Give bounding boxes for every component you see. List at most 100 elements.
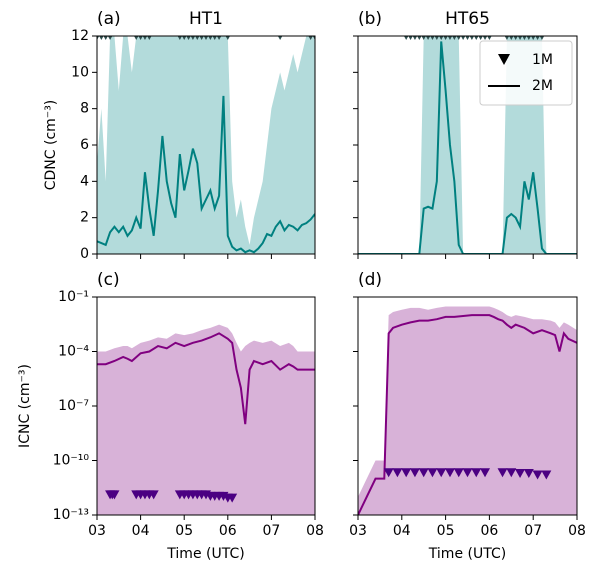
marker-1m — [506, 468, 517, 478]
x-tick-label: 04 — [393, 523, 411, 539]
y-tick-label: 10⁻⁷ — [58, 398, 89, 414]
legend-box — [479, 40, 573, 106]
y-tick-label: 10⁻⁴ — [58, 344, 89, 360]
plot-area — [97, 36, 315, 254]
panel-label: (d) — [358, 270, 382, 290]
marker-1m — [434, 36, 440, 40]
y-axis-label: CDNC (cm⁻³) — [43, 100, 59, 191]
y-tick-label: 10⁻¹⁰ — [53, 453, 90, 469]
marker-1m — [487, 36, 492, 40]
panel-label: (c) — [97, 270, 120, 290]
marker-1m — [225, 36, 231, 40]
marker-1m — [532, 470, 543, 480]
y-axis-label: ICNC (cm⁻³) — [17, 364, 33, 448]
marker-1m — [456, 36, 461, 40]
range-band — [97, 36, 315, 254]
marker-1m — [541, 470, 552, 480]
y-tick-label: 12 — [71, 28, 89, 44]
y-tick-label: 10 — [71, 64, 89, 80]
marker-1m — [412, 36, 418, 40]
marker-1m — [392, 468, 403, 478]
x-tick-label: 06 — [480, 523, 498, 539]
marker-1m — [427, 468, 438, 478]
marker-1m — [515, 469, 526, 479]
x-tick-label: 06 — [219, 523, 237, 539]
marker-1m — [480, 468, 491, 478]
marker-1m — [526, 36, 532, 40]
range-band — [358, 306, 577, 515]
marker-1m — [530, 36, 536, 40]
x-tick-label: 03 — [88, 523, 106, 539]
marker-1m — [142, 36, 148, 40]
marker-1m — [97, 36, 100, 40]
marker-1m — [452, 36, 457, 40]
marker-1m — [535, 36, 540, 40]
panel-label: (a) — [97, 9, 121, 29]
line-2m — [358, 314, 577, 515]
x-tick-label: 07 — [524, 523, 542, 539]
marker-1m — [103, 36, 108, 40]
marker-1m — [482, 36, 488, 40]
marker-1m — [471, 468, 482, 478]
marker-1m — [430, 36, 435, 40]
marker-1m — [469, 36, 475, 40]
marker-1m — [409, 468, 420, 478]
marker-1m — [177, 36, 183, 40]
marker-1m — [277, 36, 283, 40]
marker-1m — [444, 468, 455, 478]
plot-area — [358, 306, 577, 515]
marker-1m — [148, 490, 159, 500]
marker-1m — [474, 36, 479, 40]
y-tick-label: 2 — [80, 210, 89, 226]
marker-1m — [436, 468, 447, 478]
marker-1m — [134, 36, 139, 40]
marker-1m — [216, 36, 222, 40]
marker-1m — [203, 36, 209, 40]
marker-1m — [227, 493, 238, 503]
legend-marker — [498, 54, 510, 65]
marker-1m — [401, 468, 412, 478]
marker-1m — [186, 36, 191, 40]
panel-title: HT65 — [445, 9, 490, 29]
marker-1m — [517, 36, 523, 40]
y-tick-label: 0 — [80, 246, 89, 262]
x-tick-label: 03 — [349, 523, 367, 539]
marker-1m — [99, 36, 104, 40]
legend-label: 2M — [532, 78, 553, 94]
marker-1m — [417, 36, 422, 40]
panel-label: (b) — [358, 9, 382, 29]
marker-1m — [107, 36, 113, 40]
y-tick-label: 4 — [80, 173, 89, 189]
marker-1m — [195, 36, 200, 40]
marker-1m — [478, 36, 483, 40]
marker-1m — [199, 36, 204, 40]
marker-1m — [425, 36, 431, 40]
marker-1m — [208, 36, 213, 40]
line-2m — [97, 332, 315, 425]
marker-1m — [147, 36, 152, 40]
marker-1m — [453, 468, 464, 478]
y-tick-label: 10⁻¹ — [58, 289, 89, 305]
legend-label: 1M — [532, 52, 553, 68]
line-2m — [358, 41, 577, 254]
marker-1m — [523, 469, 534, 479]
x-tick-label: 04 — [132, 523, 150, 539]
marker-1m — [504, 36, 510, 40]
marker-1m — [421, 36, 426, 40]
marker-1m — [460, 36, 466, 40]
marker-1m — [418, 468, 429, 478]
marker-1m — [539, 36, 545, 40]
marker-1m — [465, 36, 470, 40]
marker-1m — [308, 36, 313, 40]
x-axis-label: Time (UTC) — [428, 546, 506, 562]
marker-1m — [438, 36, 444, 40]
marker-1m — [138, 36, 143, 40]
x-tick-label: 08 — [306, 523, 324, 539]
range-band — [97, 324, 315, 515]
y-tick-label: 8 — [80, 101, 89, 117]
marker-1m — [462, 468, 473, 478]
marker-1m — [509, 36, 514, 40]
x-axis-label: Time (UTC) — [166, 546, 244, 562]
marker-1m — [109, 490, 120, 500]
